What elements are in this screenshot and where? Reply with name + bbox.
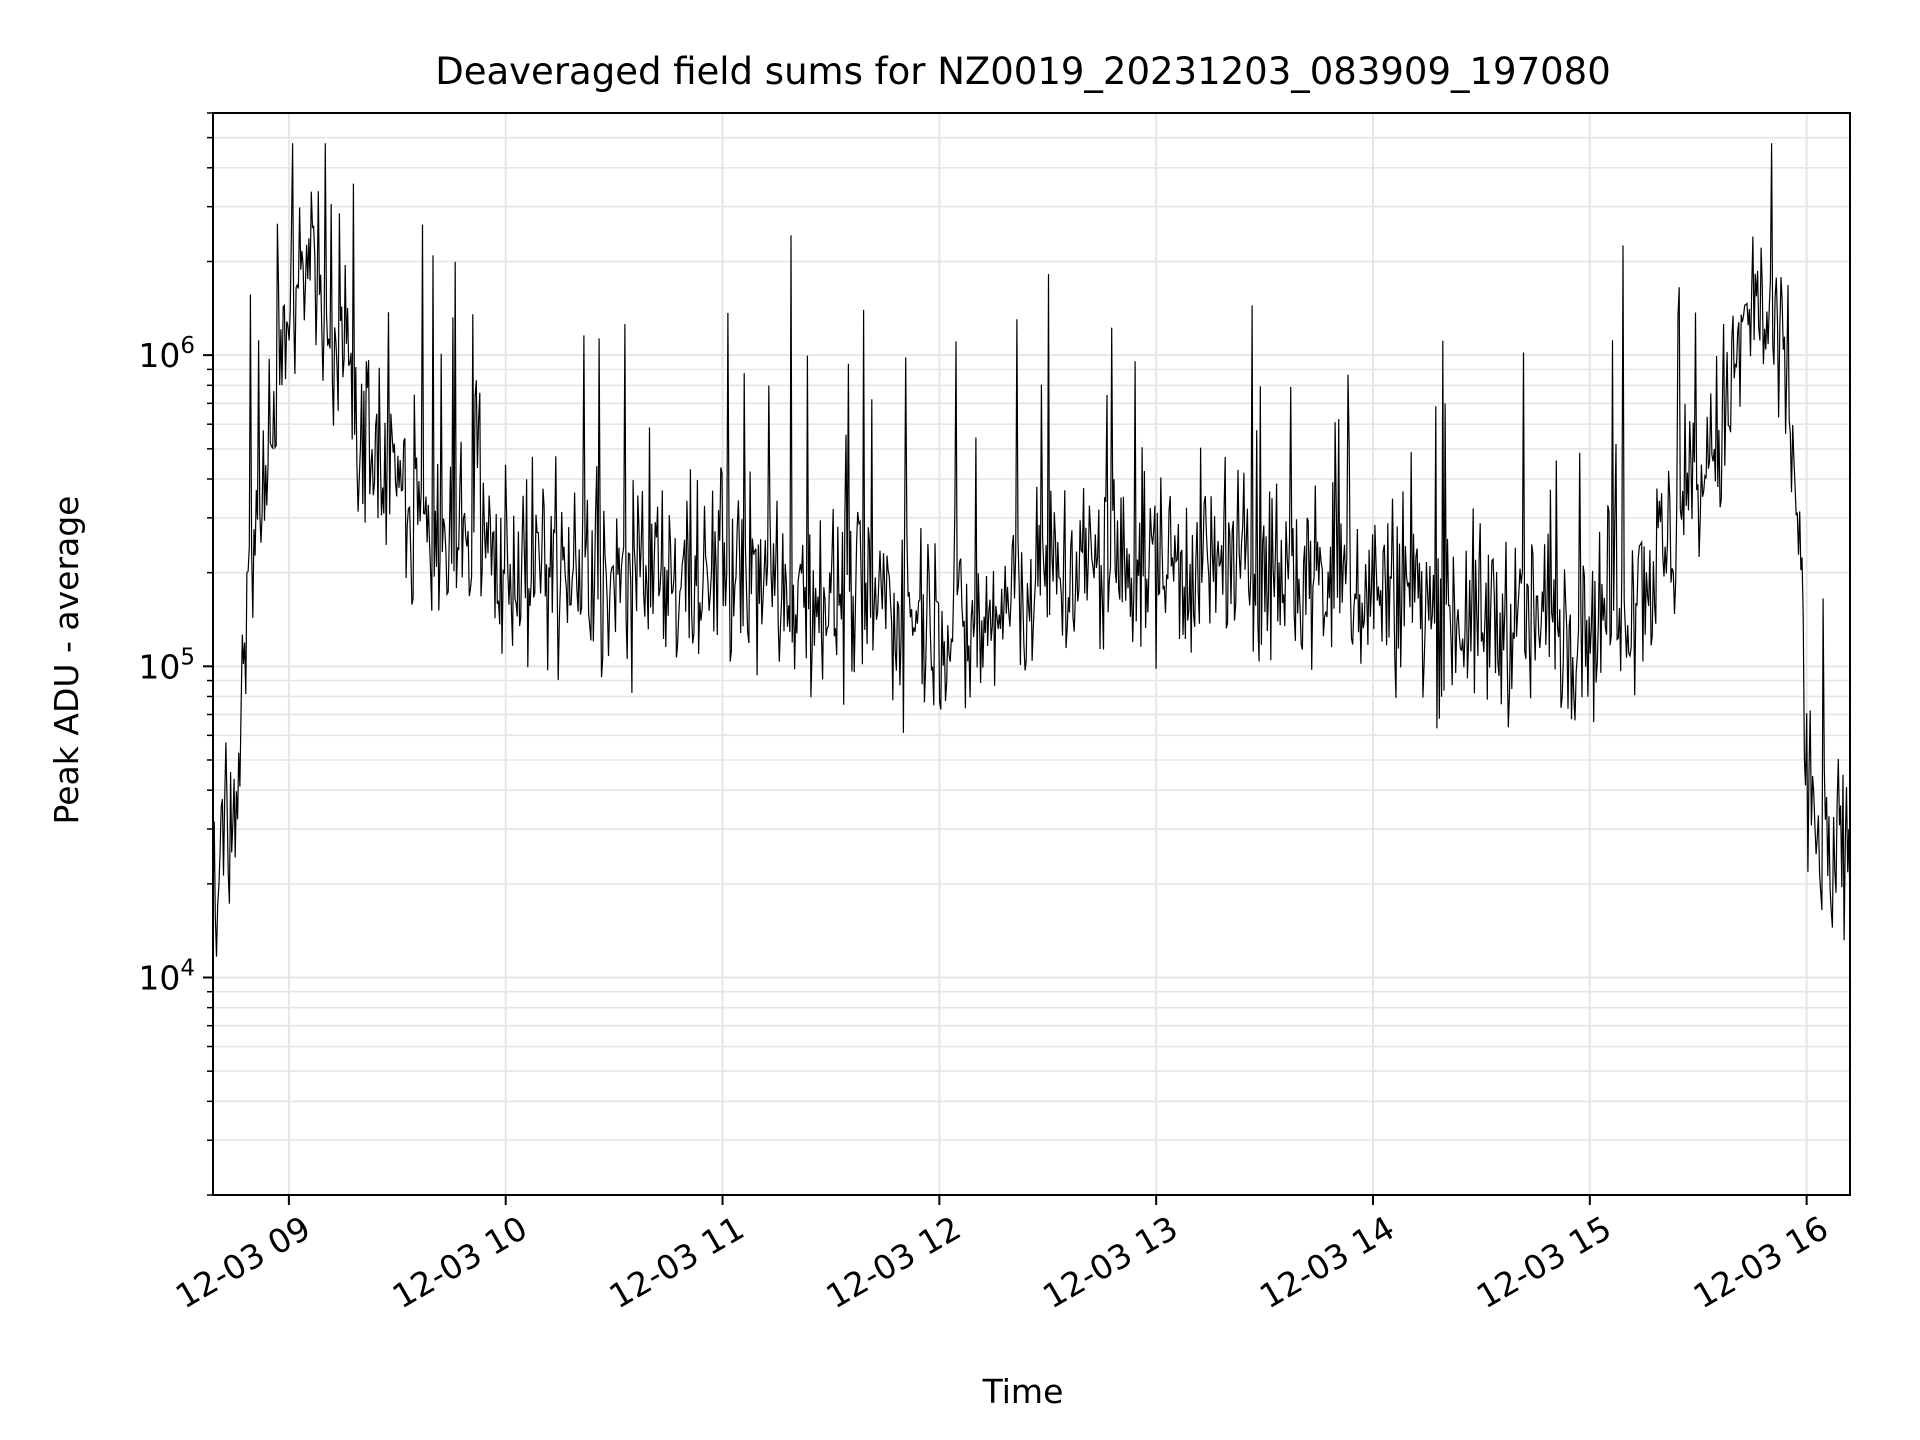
- y-axis-label: Peak ADU - average: [47, 496, 86, 825]
- grid: [213, 112, 1850, 1196]
- plot-frame: [212, 112, 1851, 1196]
- y-axis: 104 105 106: [138, 112, 213, 1196]
- chart-title: Deaveraged field sums for NZ0019_2023120…: [435, 50, 1611, 93]
- series-line: [212, 143, 1851, 957]
- y-tick-label: 104: [138, 955, 195, 997]
- y-tick-label: 106: [138, 333, 195, 375]
- x-axis-label: Time: [982, 1372, 1064, 1411]
- y-tick-label: 105: [138, 644, 195, 686]
- series-layer: [212, 143, 1851, 957]
